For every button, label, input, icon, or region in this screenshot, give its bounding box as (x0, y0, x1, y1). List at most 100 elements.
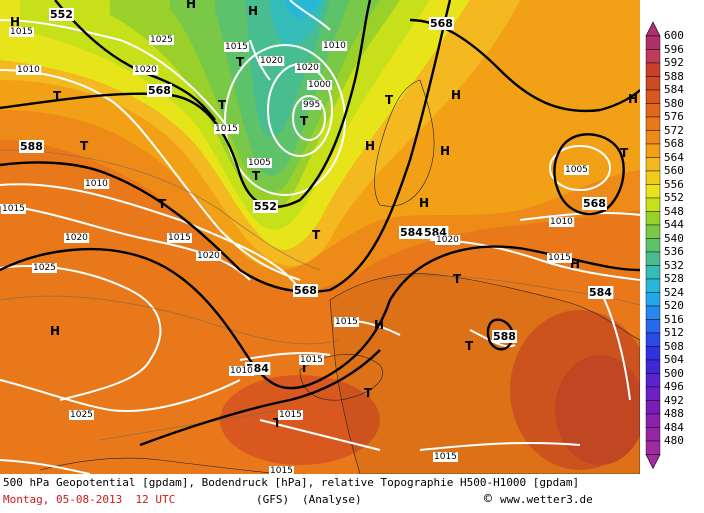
label-halo (429, 17, 454, 30)
pressure-label: 1010 (17, 65, 40, 75)
website-link[interactable]: www.wetter3.de (500, 493, 593, 506)
high-marker: H (440, 144, 450, 158)
scale-label: 552 (664, 191, 684, 204)
scale-swatch (645, 319, 661, 334)
map-description: 500 hPa Geopotential [gpdam], Bodendruck… (3, 476, 580, 489)
high-marker: H (628, 92, 638, 106)
pressure-label: 1020 (260, 56, 283, 66)
scale-swatch (645, 292, 661, 307)
scale-swatch (645, 413, 661, 428)
scale-label: 568 (664, 137, 684, 150)
label-halo (549, 217, 575, 227)
scale-swatch (645, 35, 661, 50)
label-halo (253, 200, 278, 213)
map-footer: 500 hPa Geopotential [gpdam], Bodendruck… (0, 474, 704, 513)
scale-label: 536 (664, 245, 684, 258)
label-halo (224, 42, 249, 52)
scale-swatch (645, 49, 661, 64)
low-marker: T (273, 416, 282, 430)
pressure-label: 1015 (2, 204, 25, 214)
scale-label: 508 (664, 339, 684, 353)
scale-label: 488 (664, 407, 684, 420)
geopotential-label: 568 (583, 197, 606, 210)
label-halo (9, 27, 34, 37)
scale-swatch (645, 278, 661, 293)
scale-swatch (645, 143, 661, 158)
scale-swatch (645, 157, 661, 172)
scale-swatch (645, 184, 661, 199)
low-marker: T (453, 272, 462, 286)
geopotential-label: 552 (50, 8, 73, 21)
scale-label: 556 (664, 177, 684, 191)
geopotential-label: 588 (20, 140, 43, 153)
label-halo (149, 35, 174, 45)
label-halo (322, 41, 348, 51)
label-halo (278, 410, 303, 420)
scale-label: 600 (664, 29, 684, 42)
pressure-label: 1010 (550, 217, 573, 227)
scale-label: 572 (664, 123, 684, 137)
pressure-label: 1025 (33, 263, 56, 273)
label-halo (64, 233, 90, 243)
scale-swatch (645, 305, 661, 320)
label-halo (547, 253, 572, 263)
label-halo (269, 466, 294, 474)
model-name: (GFS) (256, 493, 290, 506)
low-marker: T (364, 386, 373, 400)
scale-label: 596 (664, 42, 684, 56)
scale-label: 480 (664, 434, 684, 447)
pressure-label: 1015 (279, 410, 302, 420)
label-halo (435, 235, 461, 245)
pressure-label: 1020 (197, 251, 220, 261)
scale-swatch (645, 238, 661, 253)
scale-label: 540 (664, 231, 684, 245)
high-marker: H (186, 0, 196, 11)
scale-swatch (645, 197, 661, 212)
low-marker: T (620, 146, 629, 160)
scale-label: 532 (664, 258, 684, 272)
scale-swatch (645, 400, 661, 415)
low-marker: T (236, 55, 245, 69)
scale-label: 544 (664, 218, 684, 231)
pressure-label: 1020 (436, 235, 459, 245)
scale-swatch (645, 76, 661, 91)
pressure-label: 1015 (225, 42, 248, 52)
scale-label: 496 (664, 380, 684, 393)
label-halo (196, 251, 222, 261)
pressure-label: 1010 (230, 366, 253, 376)
scale-swatch (645, 224, 661, 239)
high-marker: H (374, 318, 384, 332)
scale-label: 548 (664, 204, 684, 218)
scale-label: 584 (664, 83, 684, 96)
scale-swatch (645, 427, 661, 442)
label-halo (259, 56, 285, 66)
scale-label: 492 (664, 393, 684, 407)
label-halo (293, 284, 318, 297)
pressure-label: 1010 (323, 41, 346, 51)
scale-label: 588 (664, 69, 684, 83)
scale-label: 528 (664, 272, 684, 285)
low-marker: T (385, 93, 394, 107)
low-marker: T (53, 89, 62, 103)
pressure-label: 995 (303, 100, 320, 110)
map-date: Montag, 05-08-2013 12 UTC (3, 493, 176, 506)
scale-swatch (645, 211, 661, 226)
scale-label: 516 (664, 312, 684, 326)
color-scale-legend: 600 596 592 588 584 580 576 572 568 564 560 556 552 5… (640, 0, 704, 474)
pressure-label: 1015 (335, 317, 358, 327)
label-halo (334, 317, 359, 327)
scale-label: 564 (664, 150, 684, 164)
label-halo (19, 140, 44, 153)
label-halo (49, 8, 74, 21)
geopotential-label: 552 (254, 200, 277, 213)
scale-label: 560 (664, 164, 684, 177)
pressure-label: 1020 (134, 65, 157, 75)
pressure-label: 1025 (70, 410, 93, 420)
pressure-label: 1025 (150, 35, 173, 45)
scale-label: 524 (664, 285, 684, 299)
scale-swatch (645, 332, 661, 347)
label-halo (16, 65, 42, 75)
high-marker: H (570, 257, 580, 271)
scale-swatch (645, 116, 661, 131)
